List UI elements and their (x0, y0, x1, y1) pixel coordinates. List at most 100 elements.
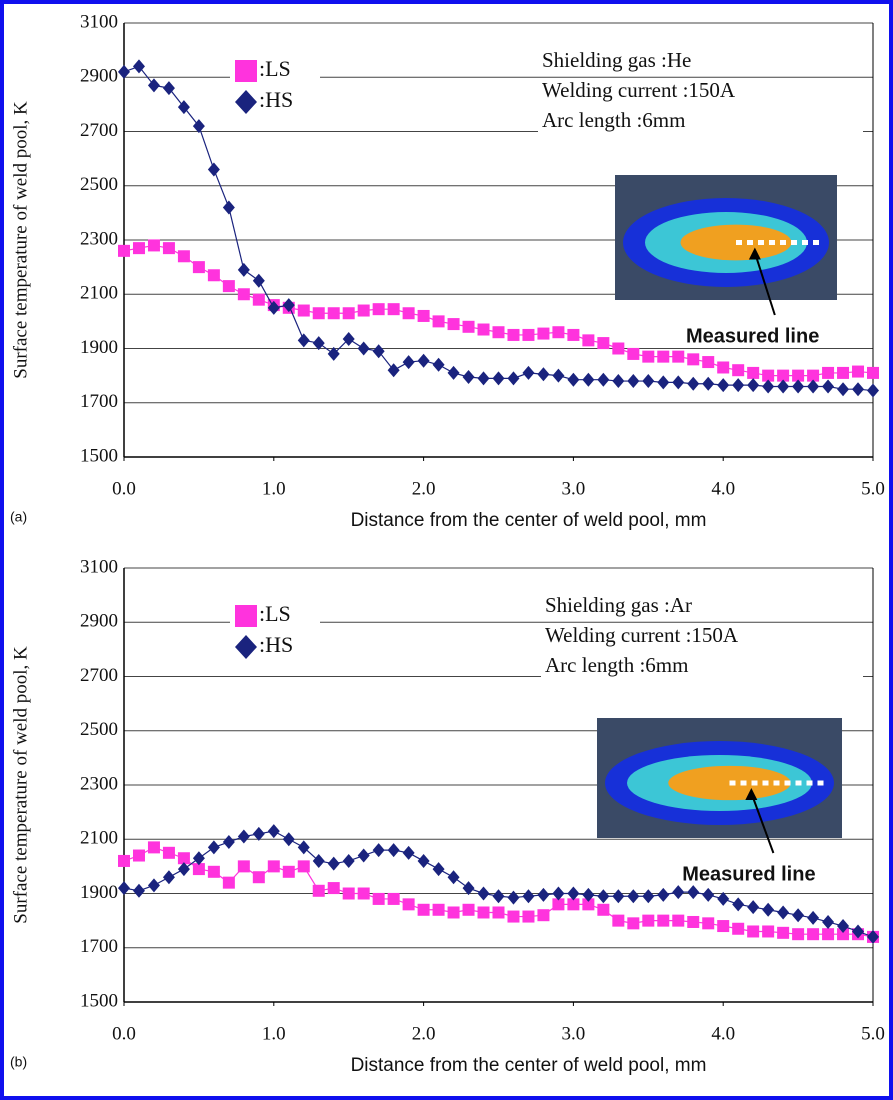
x-tick-label: 1.0 (262, 478, 286, 499)
hs-marker (313, 854, 325, 868)
ls-marker (208, 866, 220, 878)
ls-marker (493, 326, 505, 338)
hs-marker (118, 881, 130, 895)
y-tick-label: 1900 (80, 337, 118, 358)
hs-marker (388, 843, 400, 857)
ls-marker (672, 915, 684, 927)
y-tick-label: 2500 (80, 174, 118, 195)
ls-marker (223, 877, 235, 889)
hs-marker (582, 373, 594, 387)
x-tick-label: 1.0 (262, 1023, 286, 1044)
hs-marker (403, 355, 415, 369)
ls-marker (507, 911, 519, 923)
ls-marker (358, 305, 370, 317)
y-tick-label: 1700 (80, 936, 118, 957)
hs-marker (493, 371, 505, 385)
hs-marker (223, 835, 235, 849)
hs-marker (777, 905, 789, 919)
ls-marker (118, 245, 130, 257)
annotation: Shielding gas :He (542, 48, 691, 72)
hs-marker (852, 382, 864, 396)
ls-marker (253, 294, 265, 306)
legend-label: :LS (259, 601, 291, 626)
ls-marker (552, 326, 564, 338)
ls-marker (283, 866, 295, 878)
hs-marker (552, 369, 564, 383)
ls-marker (702, 917, 714, 929)
hs-marker (253, 827, 265, 841)
x-tick-label: 3.0 (562, 478, 586, 499)
legend-label: :HS (259, 87, 293, 112)
ls-marker (627, 917, 639, 929)
y-tick-label: 3100 (80, 11, 118, 32)
x-axis-label: Distance from the center of weld pool, m… (351, 1055, 707, 1076)
ls-marker (388, 303, 400, 315)
ls-marker (822, 367, 834, 379)
hs-marker (732, 378, 744, 392)
hs-marker (822, 915, 834, 929)
hs-marker (133, 884, 145, 898)
hs-marker (762, 903, 774, 917)
legend-swatch (235, 60, 257, 82)
y-tick-label: 1900 (80, 882, 118, 903)
annotation: Arc length :6mm (545, 653, 688, 677)
ls-marker (852, 366, 864, 378)
y-tick-label: 2900 (80, 611, 118, 632)
hs-marker (597, 889, 609, 903)
panel: 1500170019002100230025002700290031000.01… (10, 11, 885, 531)
hs-marker (208, 840, 220, 854)
ls-marker (208, 269, 220, 281)
ls-marker (238, 860, 250, 872)
ls-marker (612, 343, 624, 355)
inset-label: Measured line (682, 863, 815, 885)
ls-marker (163, 847, 175, 859)
ls-marker (522, 329, 534, 341)
y-tick-label: 2100 (80, 828, 118, 849)
legend-label: :HS (259, 632, 293, 657)
hs-marker (463, 370, 475, 384)
ls-marker (388, 893, 400, 905)
y-axis-label: Surface temperature of weld pool, K (10, 646, 31, 924)
ls-marker (612, 915, 624, 927)
ls-marker (178, 250, 190, 262)
x-tick-label: 5.0 (861, 1023, 885, 1044)
ls-marker (418, 310, 430, 322)
hs-marker (283, 832, 295, 846)
ls-marker (433, 904, 445, 916)
hs-marker (163, 870, 175, 884)
hs-marker (792, 908, 804, 922)
ls-marker (148, 239, 160, 251)
annotation: Welding current :150A (545, 623, 739, 647)
ls-marker (657, 351, 669, 363)
ls-marker (193, 261, 205, 273)
hs-marker (597, 373, 609, 387)
hs-marker (238, 830, 250, 844)
y-tick-label: 2300 (80, 228, 118, 249)
hs-marker (672, 885, 684, 899)
ls-marker (777, 927, 789, 939)
ls-marker (163, 242, 175, 254)
hs-marker (478, 887, 490, 901)
hs-marker (298, 333, 310, 347)
y-tick-label: 1500 (80, 445, 118, 466)
hs-marker (657, 375, 669, 389)
inset-label: Measured line (686, 325, 819, 347)
hs-marker (642, 374, 654, 388)
hs-marker (867, 384, 879, 398)
hs-marker (702, 377, 714, 391)
ls-marker (493, 906, 505, 918)
ls-marker (133, 850, 145, 862)
ls-marker (463, 321, 475, 333)
x-tick-label: 3.0 (562, 1023, 586, 1044)
ls-marker (642, 351, 654, 363)
ls-marker (313, 307, 325, 319)
ls-marker (717, 920, 729, 932)
ls-marker (298, 305, 310, 317)
hs-marker (702, 888, 714, 902)
ls-marker (747, 925, 759, 937)
hs-marker (837, 382, 849, 396)
hs-marker (627, 374, 639, 388)
hs-marker (358, 849, 370, 863)
ls-marker (148, 841, 160, 853)
y-tick-label: 2100 (80, 283, 118, 304)
